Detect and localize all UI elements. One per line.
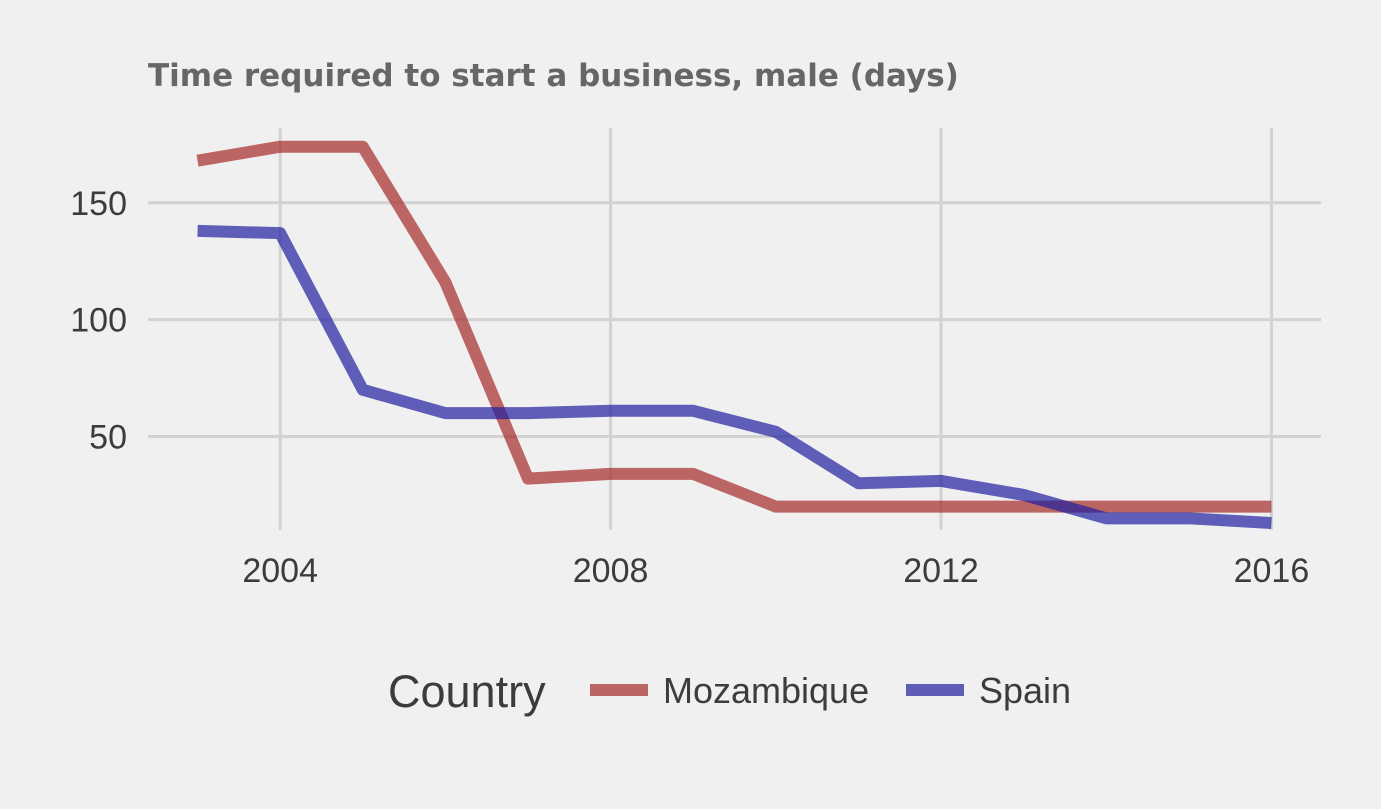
x-tick-label: 2004 — [242, 552, 318, 590]
grid — [148, 128, 1321, 530]
legend-label-mozambique: Mozambique — [663, 670, 869, 711]
legend-label-spain: Spain — [979, 670, 1071, 711]
x-tick-label: 2012 — [903, 552, 979, 590]
series-line-mozambique — [196, 140, 1272, 513]
legend-title: Country — [388, 666, 546, 717]
series-layer — [196, 140, 1272, 529]
x-axis: 2004 2008 2012 2016 — [242, 552, 1309, 590]
y-tick-label: 50 — [89, 419, 127, 457]
x-tick-label: 2008 — [573, 552, 649, 590]
legend: Country Mozambique Spain — [388, 666, 1071, 717]
chart-title: Time required to start a business, male … — [148, 58, 959, 94]
y-axis: 50 100 150 — [70, 185, 127, 457]
x-tick-label: 2016 — [1234, 552, 1310, 590]
y-tick-label: 150 — [70, 185, 127, 223]
y-tick-label: 100 — [70, 302, 127, 340]
series-line-spain — [197, 224, 1272, 529]
